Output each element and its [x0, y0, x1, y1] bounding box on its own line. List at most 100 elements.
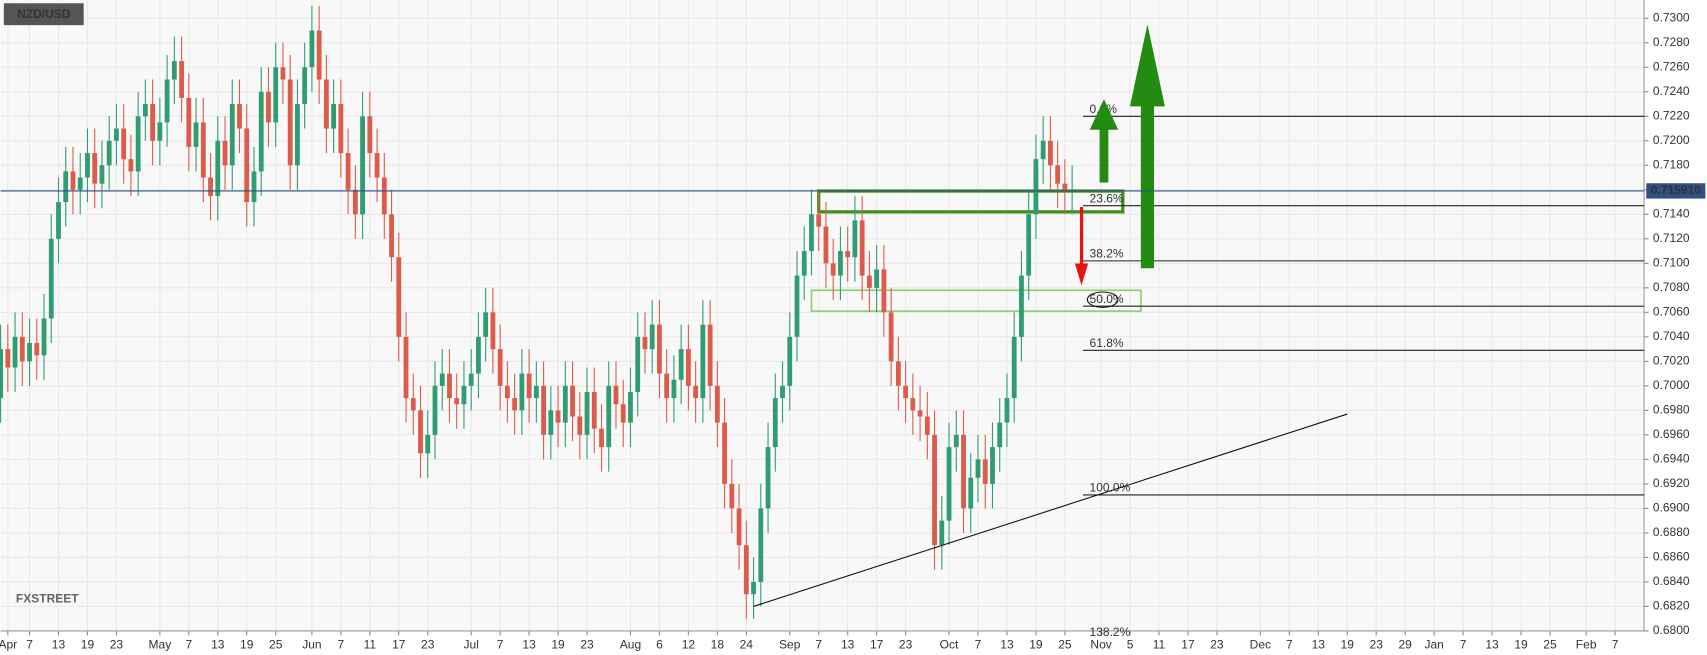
candle-body	[772, 398, 778, 448]
candle-body	[302, 67, 308, 105]
x-tick-label: 23	[110, 637, 124, 651]
arrow	[1129, 24, 1165, 269]
candle-body	[142, 104, 148, 117]
x-tick-label: 7	[26, 637, 33, 651]
candle-body	[620, 404, 626, 423]
candle-body	[1069, 189, 1075, 191]
x-tick-label: 17	[870, 637, 884, 651]
candle-body	[114, 128, 119, 141]
candle-body	[606, 385, 612, 448]
x-tick-label: 29	[1398, 637, 1412, 651]
candle-body	[128, 159, 134, 172]
x-tick-label: 12	[682, 637, 696, 651]
x-tick-label: Dec	[1250, 637, 1271, 651]
watermark: FXSTREET	[16, 591, 79, 605]
candle-body	[338, 104, 344, 154]
y-tick-label: 0.7060	[1653, 305, 1690, 319]
candle-body	[381, 177, 387, 215]
candle-body	[1019, 275, 1024, 337]
y-tick-label: 0.7140	[1653, 206, 1690, 220]
candle-body	[497, 349, 503, 386]
candle-body	[714, 385, 720, 423]
candle-body	[106, 140, 112, 166]
candle-body	[150, 104, 156, 141]
candle-body	[780, 385, 785, 399]
last-price-badge	[1646, 183, 1706, 199]
candle-body	[92, 153, 98, 184]
x-tick-label: 23	[1210, 637, 1224, 651]
candle-body	[222, 140, 228, 166]
candle-body	[990, 447, 995, 484]
candle-body	[888, 312, 894, 362]
candle-body	[895, 361, 901, 386]
candle-body	[331, 104, 337, 129]
candle-body	[830, 263, 836, 276]
candle-body	[454, 398, 460, 405]
candle-body	[845, 251, 851, 258]
candle-body	[215, 140, 221, 196]
y-tick-label: 0.6860	[1653, 550, 1690, 564]
x-tick-label: Aug	[620, 637, 641, 651]
x-tick-label: 23	[1370, 637, 1384, 651]
candle-body	[208, 177, 213, 196]
candle-body	[403, 336, 409, 399]
candle-body	[917, 410, 923, 417]
x-tick-label: 13	[522, 637, 536, 651]
candle-body	[599, 428, 604, 448]
candle-body	[323, 79, 329, 129]
candle-body	[548, 410, 554, 435]
candle-body	[953, 434, 959, 448]
y-tick-label: 0.7180	[1653, 157, 1690, 171]
x-tick-label: 18	[711, 637, 725, 651]
candle-body	[1055, 165, 1061, 184]
candle-body	[461, 385, 467, 405]
candle-body	[866, 275, 872, 288]
candle-body	[533, 385, 539, 399]
y-tick-label: 0.6960	[1653, 427, 1690, 441]
candle-body	[736, 508, 742, 546]
trendline	[753, 413, 1348, 607]
candle-body	[12, 336, 18, 368]
candle-body	[1062, 183, 1068, 190]
candle-body	[5, 349, 11, 368]
candle-body	[939, 520, 945, 546]
fib-label: 23.6%	[1090, 191, 1124, 205]
y-tick-label: 0.6900	[1653, 501, 1690, 515]
candle-body	[946, 447, 952, 521]
candle-body	[483, 312, 489, 337]
candle-body	[794, 275, 800, 337]
candle-body	[635, 336, 641, 392]
candle-body	[512, 398, 518, 411]
fib-label: 138.2%	[1090, 625, 1131, 639]
candle-body	[1026, 214, 1032, 276]
x-tick-label: 25	[1543, 637, 1557, 651]
candle-body	[997, 422, 1003, 448]
chart-title: NZD/USD	[17, 7, 71, 21]
candle-body	[1040, 140, 1046, 160]
candle-body	[591, 391, 597, 429]
candle-body	[1033, 159, 1039, 215]
candle-body	[157, 122, 163, 141]
candle-body	[664, 373, 670, 399]
candle-body	[823, 226, 829, 264]
x-tick-label: Jun	[302, 637, 321, 651]
x-tick-label: 7	[185, 637, 192, 651]
x-tick-label: 6	[656, 637, 663, 651]
candle-body	[961, 434, 966, 509]
y-tick-label: 0.6880	[1653, 525, 1690, 539]
candle-body	[200, 122, 206, 178]
candle-body	[367, 116, 373, 154]
x-tick-label: 7	[975, 637, 982, 651]
candle-body	[562, 385, 568, 423]
arrow	[1089, 99, 1119, 183]
x-tick-label: 17	[392, 637, 406, 651]
x-tick-label: 23	[580, 637, 594, 651]
zone	[810, 289, 1142, 312]
candle-body	[693, 385, 699, 399]
candle-body	[490, 312, 496, 350]
candle-body	[186, 97, 192, 147]
candle-body	[258, 91, 264, 172]
x-tick-label: 23	[899, 637, 913, 651]
y-tick-label: 0.7220	[1653, 108, 1690, 122]
